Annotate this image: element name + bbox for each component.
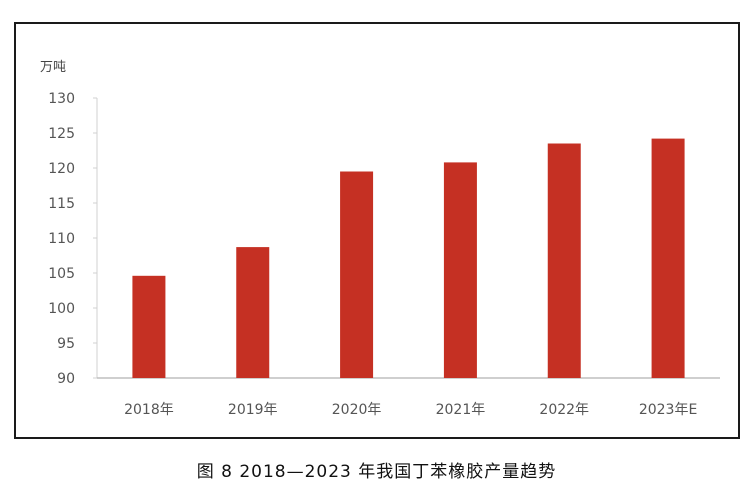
bars <box>132 138 685 378</box>
x-tick-label: 2019年 <box>228 402 278 418</box>
bar <box>443 162 477 378</box>
y-tick-label: 105 <box>48 266 75 282</box>
x-tick-label: 2020年 <box>332 402 382 418</box>
x-tick-label: 2021年 <box>436 402 486 418</box>
bar <box>340 171 374 378</box>
bar <box>547 143 581 378</box>
x-axis-ticks: 2018年 2019年 2020年 2021年 2022年 2023年E <box>124 402 697 418</box>
y-tick-label: 115 <box>48 196 75 212</box>
chart-axes <box>96 98 720 379</box>
y-axis-ticks: 90 95 100 105 110 115 120 125 130 <box>48 91 97 387</box>
bar <box>236 247 270 378</box>
bar-chart: 90 95 100 105 110 115 120 125 130 2018年 2019年 2020… <box>48 91 720 418</box>
y-axis-unit-label: 万吨 <box>40 60 67 75</box>
y-tick-label: 110 <box>48 231 75 247</box>
y-tick-label: 120 <box>48 161 75 177</box>
bar <box>651 138 685 378</box>
x-tick-label: 2022年 <box>539 402 589 418</box>
y-tick-label: 100 <box>48 301 75 317</box>
figure-caption: 图 8 2018—2023 年我国丁苯橡胶产量趋势 <box>196 462 557 482</box>
y-tick-label: 125 <box>48 126 75 142</box>
y-tick-label: 95 <box>57 336 75 352</box>
y-tick-label: 130 <box>48 91 75 107</box>
x-tick-label: 2023年E <box>639 402 697 418</box>
x-tick-label: 2018年 <box>124 402 174 418</box>
bar <box>132 275 166 378</box>
y-tick-label: 90 <box>57 371 75 387</box>
